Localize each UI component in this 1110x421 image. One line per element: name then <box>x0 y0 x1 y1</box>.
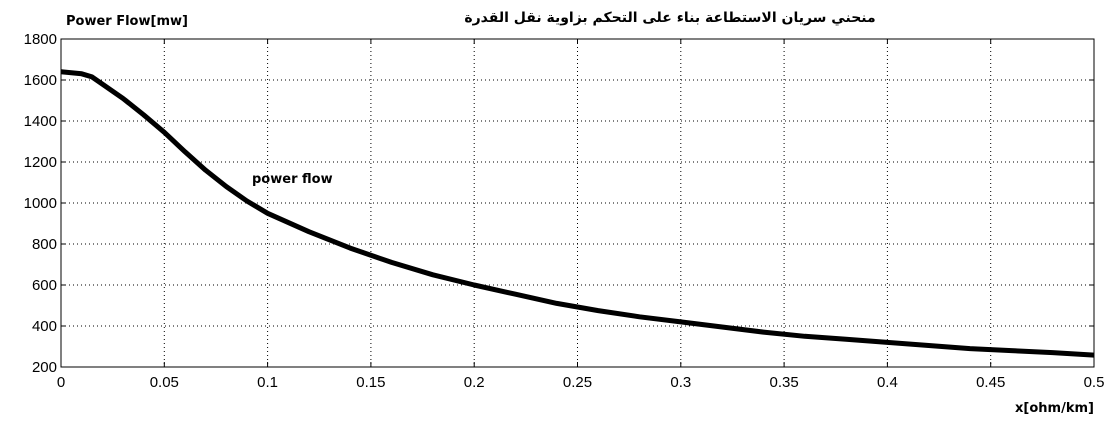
grid-lines <box>61 39 1094 367</box>
y-tick-label: 1400 <box>24 113 57 130</box>
x-tick-label: 0.25 <box>563 374 592 391</box>
x-axis-label: x[ohm/km] <box>1015 401 1094 416</box>
x-tick-labels: 0 0.05 0.1 0.15 0.2 0.25 0.3 0.35 0.4 0.45 0.5 <box>57 374 1105 391</box>
y-tick-label: 1000 <box>24 195 57 212</box>
y-tick-label: 600 <box>32 277 57 294</box>
y-tick-label: 1600 <box>24 72 57 89</box>
y-axis-label: Power Flow[mw] <box>66 14 188 29</box>
y-tick-label: 1800 <box>24 31 57 48</box>
x-tick-label: 0 <box>57 374 65 391</box>
x-tick-label: 0.35 <box>769 374 798 391</box>
x-tick-label: 0.2 <box>464 374 485 391</box>
power-flow-series-line <box>60 69 1095 358</box>
x-tick-label: 0.1 <box>257 374 278 391</box>
y-tick-label: 400 <box>32 318 57 335</box>
x-tick-label: 0.45 <box>976 374 1005 391</box>
x-tick-label: 0.4 <box>877 374 898 391</box>
y-tick-label: 1200 <box>24 154 57 171</box>
y-tick-label: 800 <box>32 236 57 253</box>
x-tick-label: 0.5 <box>1084 374 1105 391</box>
plot-area <box>60 38 1095 368</box>
x-tick-label: 0.05 <box>150 374 179 391</box>
x-tick-label: 0.3 <box>670 374 691 391</box>
chart-title: منحني سريان الاستطاعة بناء على التحكم بز… <box>464 10 875 26</box>
series-annotation: power flow <box>252 172 333 187</box>
x-tick-label: 0.15 <box>356 374 385 391</box>
y-tick-label: 200 <box>32 359 57 376</box>
y-tick-labels: 200 400 600 800 1000 1200 1400 1600 1800 <box>24 31 57 376</box>
